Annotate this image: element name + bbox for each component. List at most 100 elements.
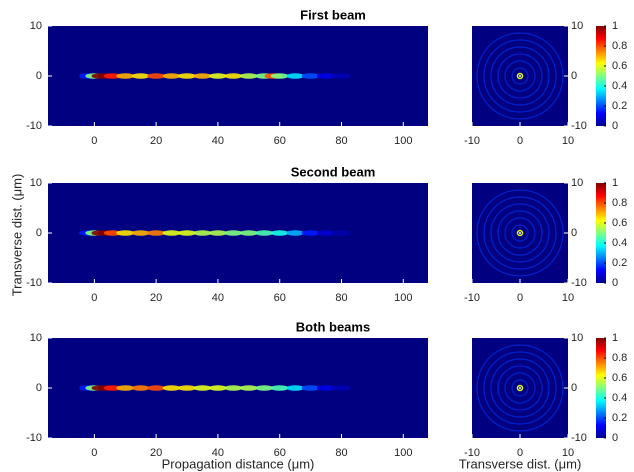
- x-tick-label: 0: [517, 292, 523, 304]
- y-tick-label: 0: [571, 382, 577, 394]
- intensity-cell: [208, 230, 227, 236]
- ring: [497, 210, 543, 256]
- intensity-cell: [239, 385, 258, 391]
- ring: [483, 351, 557, 425]
- intensity-cell: [332, 230, 351, 236]
- ring: [511, 224, 529, 242]
- colorbar-tick-label: 0.4: [612, 237, 627, 249]
- y-tick-label: -10: [571, 277, 587, 289]
- intensity-cell: [103, 385, 122, 391]
- intensity-cell: [103, 230, 122, 236]
- intensity-cell: [147, 385, 166, 391]
- intensity-cell: [162, 230, 181, 236]
- x-tick-label: 10: [562, 135, 574, 147]
- x-tick-label: 100: [394, 292, 412, 304]
- x-tick-label: 80: [335, 292, 347, 304]
- y-tick-label: 10: [30, 177, 42, 189]
- ring: [490, 203, 550, 263]
- y-tick-label: 0: [36, 227, 42, 239]
- x-tick-label: 60: [274, 447, 286, 459]
- ring: [476, 344, 564, 432]
- colorbar: [596, 338, 606, 438]
- focal-core: [519, 75, 521, 77]
- intensity-cell: [147, 230, 166, 236]
- intensity-cell: [332, 73, 351, 79]
- intensity-cell: [103, 73, 122, 79]
- ring: [497, 365, 543, 411]
- intensity-cell: [131, 73, 150, 79]
- intensity-cell: [116, 385, 135, 391]
- y-tick-label: 10: [571, 177, 583, 189]
- x-axis-label: Propagation distance (μm): [162, 456, 315, 471]
- intensity-cell: [239, 230, 258, 236]
- colorbar: [596, 183, 606, 283]
- colorbar-tick-label: 0.8: [612, 40, 627, 52]
- y-axis-label: Transverse dist. (μm): [9, 174, 24, 297]
- intensity-cell: [332, 385, 351, 391]
- x-tick-label: 100: [394, 135, 412, 147]
- ring: [504, 60, 536, 92]
- x-axis-label: Transverse dist. (μm): [459, 456, 582, 471]
- intensity-cell: [193, 230, 212, 236]
- x-tick-label: 60: [274, 135, 286, 147]
- intensity-cell: [224, 230, 243, 236]
- x-tick-label: 0: [91, 135, 97, 147]
- ring: [511, 67, 529, 85]
- y-tick-label: -10: [571, 120, 587, 132]
- panel-title: Second beam: [291, 164, 376, 179]
- y-tick-label: -10: [571, 432, 587, 444]
- ring: [490, 358, 550, 418]
- ring: [476, 189, 564, 277]
- intensity-cell: [116, 230, 135, 236]
- ring: [490, 46, 550, 106]
- x-tick-label: -10: [464, 447, 480, 459]
- colorbar-tick-label: 0.6: [612, 60, 627, 72]
- x-tick-label: 40: [212, 292, 224, 304]
- x-tick-label: 40: [212, 447, 224, 459]
- intensity-cell: [301, 230, 320, 236]
- intensity-cell: [270, 230, 289, 236]
- x-tick-label: 10: [562, 447, 574, 459]
- focal-spot: [516, 229, 524, 237]
- intensity-cell: [270, 73, 289, 79]
- intensity-cell: [255, 385, 274, 391]
- y-tick-label: -10: [26, 277, 42, 289]
- intensity-cell: [286, 73, 305, 79]
- ring: [511, 379, 529, 397]
- ring: [504, 217, 536, 249]
- x-tick-label: 0: [91, 447, 97, 459]
- intensity-cell: [131, 385, 150, 391]
- colorbar-tick-label: 0: [612, 120, 618, 132]
- colorbar-tick-label: 0.6: [612, 372, 627, 384]
- intensity-cell: [162, 385, 181, 391]
- colorbar-tick-label: 0.8: [612, 352, 627, 364]
- intensity-cell: [208, 73, 227, 79]
- intensity-cell: [286, 385, 305, 391]
- colorbar-tick-label: 1: [612, 332, 618, 344]
- intensity-cell: [301, 385, 320, 391]
- focal-core: [519, 232, 521, 234]
- y-tick-label: -10: [26, 120, 42, 132]
- colorbar-tick-label: 1: [612, 177, 618, 189]
- focal-spot: [516, 72, 524, 80]
- x-tick-label: 20: [150, 447, 162, 459]
- intensity-cell: [208, 385, 227, 391]
- focal-core: [519, 387, 521, 389]
- panel-title: First beam: [300, 7, 366, 22]
- x-tick-label: 0: [517, 135, 523, 147]
- colorbar-tick-label: 0.4: [612, 80, 627, 92]
- y-tick-label: 10: [30, 332, 42, 344]
- y-tick-label: 0: [571, 70, 577, 82]
- intensity-cell: [147, 73, 166, 79]
- colorbar-tick-label: 1: [612, 20, 618, 32]
- colorbar-tick-label: 0.2: [612, 100, 627, 112]
- colorbar-tick-label: 0.2: [612, 412, 627, 424]
- x-tick-label: 80: [335, 135, 347, 147]
- intensity-cell: [239, 73, 258, 79]
- colorbar-tick-label: 0.8: [612, 197, 627, 209]
- ring: [504, 372, 536, 404]
- colorbar-tick-label: 0.6: [612, 217, 627, 229]
- x-tick-label: 100: [394, 447, 412, 459]
- ring: [476, 32, 564, 120]
